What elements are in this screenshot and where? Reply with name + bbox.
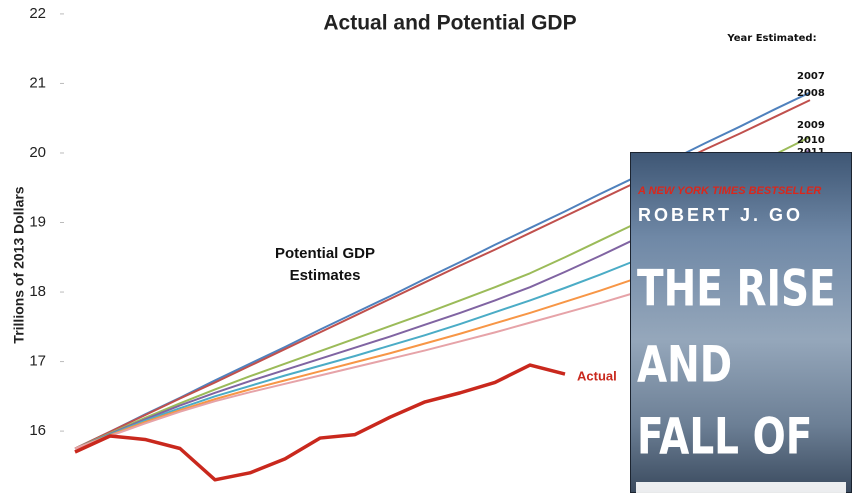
chart-title: Actual and Potential GDP [323, 12, 576, 35]
book-title-fragment [636, 482, 846, 493]
legend: Year Estimated: 20072008200920102011 [726, 33, 824, 158]
book-author: ROBERT J. GO [638, 205, 803, 225]
annotation: Actual [577, 368, 617, 383]
book-title-line: AND [637, 335, 732, 394]
legend-label: 2008 [797, 88, 825, 99]
book-title-line: FALL OF [637, 407, 812, 466]
y-tick-label: 18 [29, 283, 46, 300]
y-tick-label: 22 [29, 5, 46, 22]
estimate-line [74, 91, 811, 450]
y-tick-label: 19 [29, 213, 46, 230]
y-tick-label: 16 [29, 422, 46, 439]
legend-title: Year Estimated: [726, 33, 816, 44]
y-tick-label: 20 [29, 144, 46, 161]
y-tick-label: 21 [29, 74, 46, 91]
actual-line [74, 363, 566, 482]
legend-label: 2007 [797, 71, 825, 82]
annotation: Potential GDP Estimates [275, 245, 375, 284]
book-tagline: A NEW YORK TIMES BESTSELLER [637, 185, 821, 197]
book-background [630, 152, 852, 493]
y-tick-label: 17 [29, 353, 46, 370]
book-cover: A NEW YORK TIMES BESTSELLER ROBERT J. GO… [630, 152, 852, 493]
y-axis-label: Trillions of 2013 Dollars [11, 186, 27, 343]
legend-label: 2010 [797, 135, 825, 146]
legend-label: 2009 [797, 120, 825, 131]
book-title-line: THE RISE [637, 259, 836, 318]
